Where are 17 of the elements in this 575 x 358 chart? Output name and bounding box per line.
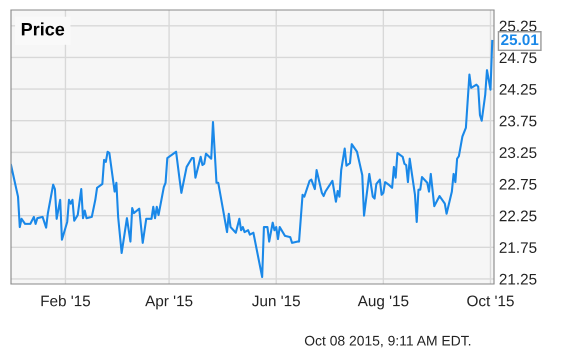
x-tick-label: Apr '15 xyxy=(145,296,192,310)
y-tick-label: 24.25 xyxy=(500,84,536,95)
y-tick-label: 24.75 xyxy=(500,52,536,64)
x-tick-label: Feb '15 xyxy=(41,295,90,306)
y-tick-label: 22.75 xyxy=(500,178,536,190)
y-tick-label: 23.25 xyxy=(500,147,536,158)
y-tick-label: 22.25 xyxy=(500,210,536,222)
y-tick-label: 21.75 xyxy=(500,242,536,253)
text: Price xyxy=(22,22,64,36)
x-tick-label: Aug '15 xyxy=(358,296,408,310)
line-series xyxy=(11,40,494,278)
x-tick-label: Jun '15 xyxy=(252,296,300,306)
y-tick-label: 21.25 xyxy=(500,274,536,285)
x-tick-label: Oct '15 xyxy=(467,296,514,306)
text: Oct 08 2015, 9:11 AM EDT. xyxy=(304,336,470,348)
y-tick-label: 23.75 xyxy=(500,116,536,126)
annotation: 25.01 xyxy=(501,34,538,46)
